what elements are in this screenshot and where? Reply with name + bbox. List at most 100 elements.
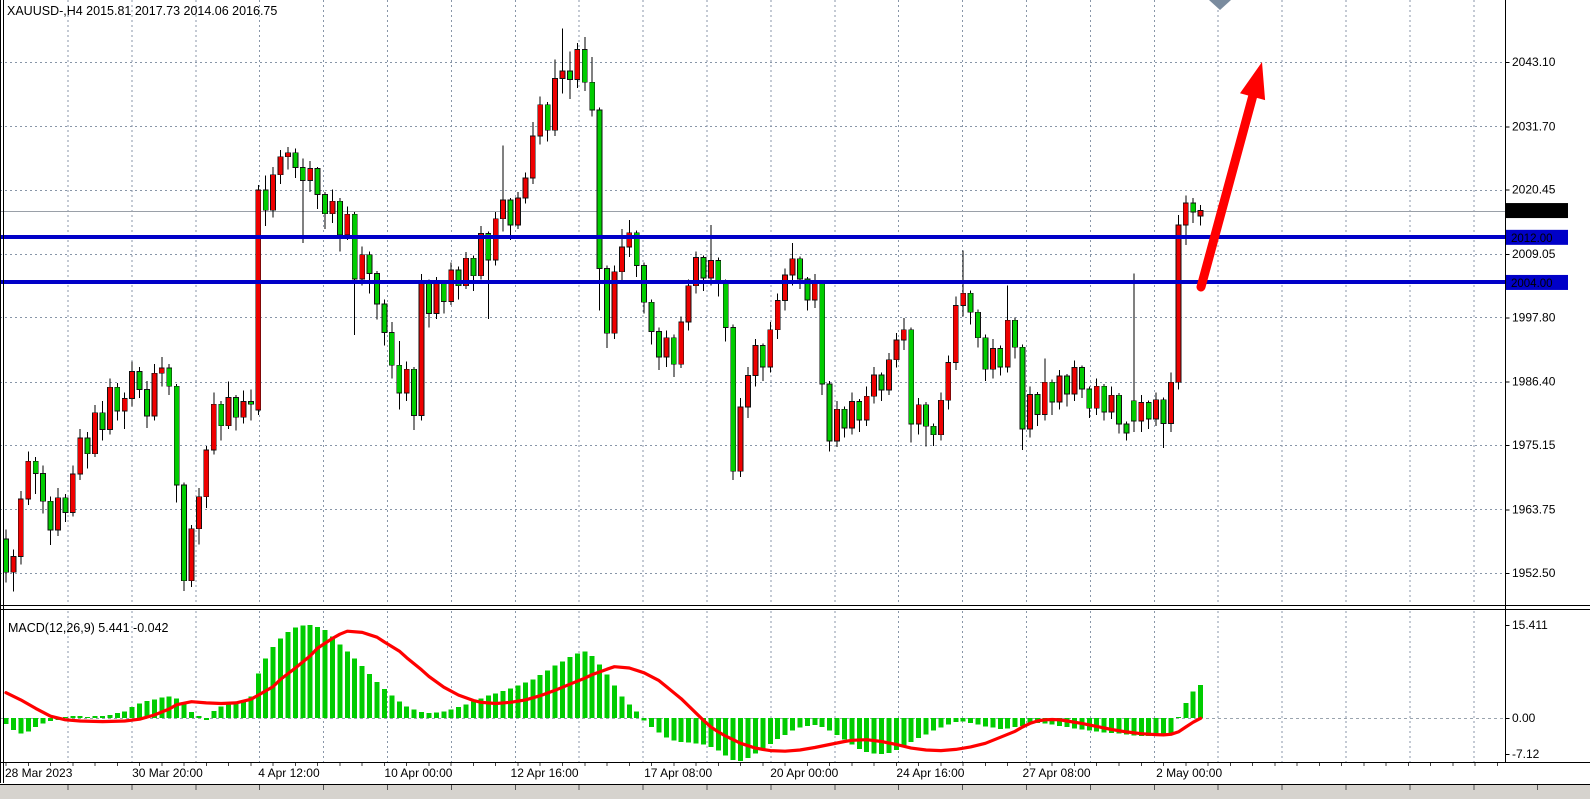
candle-body bbox=[344, 213, 351, 236]
candle-body bbox=[336, 200, 343, 236]
candle-body bbox=[84, 437, 91, 455]
candle-body bbox=[418, 282, 425, 416]
candle-body bbox=[774, 300, 781, 331]
macd-histogram-bar bbox=[129, 707, 135, 718]
candle-body bbox=[136, 371, 143, 390]
time-axis-label: 10 Apr 00:00 bbox=[384, 766, 452, 780]
candle-body bbox=[121, 398, 128, 412]
macd-histogram-bar bbox=[916, 718, 922, 738]
macd-histogram-bar bbox=[159, 697, 165, 718]
price-axis-label: 1975.15 bbox=[1512, 438, 1556, 452]
candle-body bbox=[225, 397, 232, 427]
level-price-badge bbox=[1506, 274, 1568, 290]
macd-histogram-bar bbox=[693, 718, 699, 744]
macd-histogram-bar bbox=[396, 701, 402, 718]
macd-histogram-bar bbox=[315, 626, 321, 718]
macd-histogram-bar bbox=[649, 718, 655, 728]
candle-body bbox=[388, 332, 395, 366]
candle-body bbox=[1160, 399, 1167, 424]
macd-histogram-bar bbox=[374, 681, 380, 718]
candle-body bbox=[938, 399, 944, 436]
candle-body bbox=[537, 104, 544, 137]
macd-histogram-bar bbox=[1012, 718, 1018, 728]
time-axis-label: 12 Apr 16:00 bbox=[511, 766, 579, 780]
candle-body bbox=[1019, 346, 1026, 430]
time-axis-label: 2 May 00:00 bbox=[1156, 766, 1222, 780]
trend-arrow-head[interactable] bbox=[1240, 62, 1266, 101]
macd-histogram-bar bbox=[1198, 685, 1204, 718]
macd-histogram-bar bbox=[270, 646, 276, 718]
macd-histogram-bar bbox=[411, 709, 417, 718]
macd-histogram-bar bbox=[626, 704, 632, 718]
candle-body bbox=[886, 359, 892, 391]
candle-body bbox=[262, 189, 269, 211]
macd-histogram-bar bbox=[893, 718, 899, 750]
macd-histogram-bar bbox=[849, 718, 855, 745]
macd-histogram-bar bbox=[359, 666, 365, 718]
scrollbar-strip[interactable] bbox=[0, 784, 1590, 799]
candle-body bbox=[507, 199, 514, 226]
candle-body bbox=[1086, 388, 1093, 409]
candle-body bbox=[69, 473, 76, 513]
macd-histogram-bar bbox=[10, 718, 16, 731]
candle-body bbox=[789, 258, 796, 276]
candle-body bbox=[848, 401, 855, 429]
macd-histogram-bar bbox=[92, 716, 98, 718]
chart-shift-marker-icon[interactable] bbox=[1209, 0, 1231, 10]
candle-body bbox=[255, 189, 262, 411]
candle-body bbox=[3, 538, 9, 573]
macd-histogram-bar bbox=[856, 718, 862, 749]
support-resistance-line[interactable] bbox=[0, 235, 1505, 239]
macd-histogram-bar bbox=[619, 696, 625, 718]
candle-body bbox=[1027, 394, 1033, 430]
current-price-badge bbox=[1506, 203, 1568, 219]
macd-histogram-bar bbox=[404, 706, 410, 718]
candle-body bbox=[967, 292, 974, 313]
candle-body bbox=[314, 168, 321, 195]
price-axis-label: 2031.70 bbox=[1512, 119, 1556, 133]
candle-body bbox=[670, 337, 677, 365]
candle-body bbox=[975, 311, 981, 339]
candle-body bbox=[1123, 423, 1130, 434]
macd-histogram-bar bbox=[144, 701, 150, 718]
candle-body bbox=[982, 337, 989, 370]
macd-histogram-bar bbox=[678, 718, 684, 743]
candle-body bbox=[618, 246, 625, 273]
candle-body bbox=[1071, 367, 1078, 395]
candle-body bbox=[92, 412, 98, 455]
macd-histogram-bar bbox=[352, 658, 358, 718]
candle-body bbox=[196, 496, 202, 530]
macd-histogram-bar bbox=[671, 718, 677, 741]
candle-body bbox=[745, 375, 751, 408]
trend-arrow-shaft[interactable] bbox=[1196, 86, 1259, 292]
price-axis-label: 1952.50 bbox=[1512, 566, 1556, 580]
macd-indicator-label: MACD(12,26,9) 5.441 -0.042 bbox=[8, 621, 169, 635]
candle-body bbox=[470, 257, 477, 277]
macd-histogram-bar bbox=[686, 718, 692, 743]
macd-histogram-bar bbox=[203, 718, 209, 720]
macd-histogram-bar bbox=[1049, 718, 1055, 725]
candle-body bbox=[463, 257, 469, 287]
candle-body bbox=[1012, 319, 1019, 348]
time-axis-label: 30 Mar 20:00 bbox=[132, 766, 203, 780]
macd-histogram-bar bbox=[997, 718, 1003, 729]
macd-histogram-bar bbox=[775, 718, 781, 740]
macd-histogram-bar bbox=[975, 718, 981, 725]
candle-body bbox=[114, 386, 121, 412]
macd-histogram-bar bbox=[18, 718, 24, 734]
macd-histogram-bar bbox=[240, 701, 246, 718]
candle-body bbox=[32, 460, 39, 474]
macd-histogram-bar bbox=[1005, 718, 1011, 729]
macd-histogram-bar bbox=[419, 711, 425, 718]
candle-body bbox=[203, 449, 210, 498]
macd-histogram-bar bbox=[1153, 718, 1159, 736]
macd-histogram-bar bbox=[923, 718, 929, 735]
support-resistance-line[interactable] bbox=[0, 280, 1505, 284]
candle-body bbox=[737, 406, 744, 472]
macd-histogram-bar bbox=[827, 718, 833, 731]
macd-histogram-bar bbox=[968, 718, 974, 723]
candle-body bbox=[129, 371, 136, 399]
candle-body bbox=[567, 70, 573, 80]
candle-body bbox=[1064, 375, 1070, 395]
